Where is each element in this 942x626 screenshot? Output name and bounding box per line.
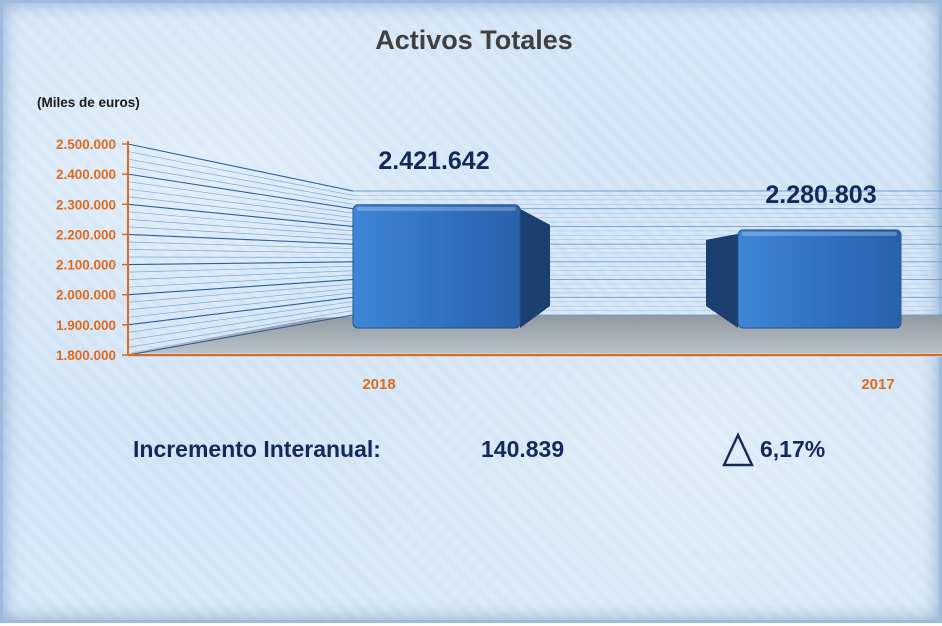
category-label-2017: 2017 xyxy=(861,376,894,393)
gridline-minor xyxy=(128,182,353,213)
y-tick-label: 2.200.000 xyxy=(56,227,116,242)
bar-2018 xyxy=(353,205,550,328)
y-ticks: 2.500.000 2.400.000 2.300.000 2.200.000 2.10… xyxy=(56,137,128,363)
category-label-2018: 2018 xyxy=(362,376,395,393)
gridline-major xyxy=(128,204,353,226)
bar-2017 xyxy=(706,230,901,328)
gridline-major xyxy=(128,144,353,191)
value-label-2018: 2.421.642 xyxy=(378,147,489,175)
y-tick-label: 1.800.000 xyxy=(56,348,116,363)
increment-percent: 6,17% xyxy=(760,436,825,462)
gridline-minor xyxy=(128,219,353,235)
bar-front-face xyxy=(353,205,520,328)
gridline-minor xyxy=(128,271,353,280)
bar-highlight xyxy=(742,232,897,236)
y-tick-label: 1.900.000 xyxy=(56,318,116,333)
y-tick-label: 2.100.000 xyxy=(56,258,116,273)
gridline-minor xyxy=(128,250,353,254)
bar-highlight xyxy=(357,207,516,211)
y-tick-label: 2.300.000 xyxy=(56,197,116,212)
y-tick-label: 2.400.000 xyxy=(56,167,116,182)
gridline-minor xyxy=(128,266,353,272)
gridline-major xyxy=(128,280,353,295)
gridline-minor xyxy=(128,293,353,317)
gridline-minor xyxy=(128,152,353,196)
gridline-minor xyxy=(128,167,353,205)
gridline-minor xyxy=(128,227,353,240)
increment-value: 140.839 xyxy=(481,436,564,462)
bar-side-face xyxy=(520,209,550,328)
y-tick-label: 2.500.000 xyxy=(56,137,116,152)
increment-label: Incremento Interanual: xyxy=(133,436,381,462)
y-tick-label: 2.000.000 xyxy=(56,288,116,303)
bar-front-face xyxy=(738,230,901,328)
gridline-major xyxy=(128,262,353,265)
chart-title: Activos Totales xyxy=(375,25,573,55)
chart: Activos Totales (Miles de euros) 2.500.0… xyxy=(3,3,942,626)
triangle-up-icon xyxy=(724,435,752,465)
gridline-minor xyxy=(128,275,353,287)
bar-side-face xyxy=(706,234,738,328)
gridline-minor xyxy=(128,212,353,231)
gridline-minor xyxy=(128,197,353,222)
value-label-2017: 2.280.803 xyxy=(765,181,876,209)
unit-label: (Miles de euros) xyxy=(37,95,140,110)
